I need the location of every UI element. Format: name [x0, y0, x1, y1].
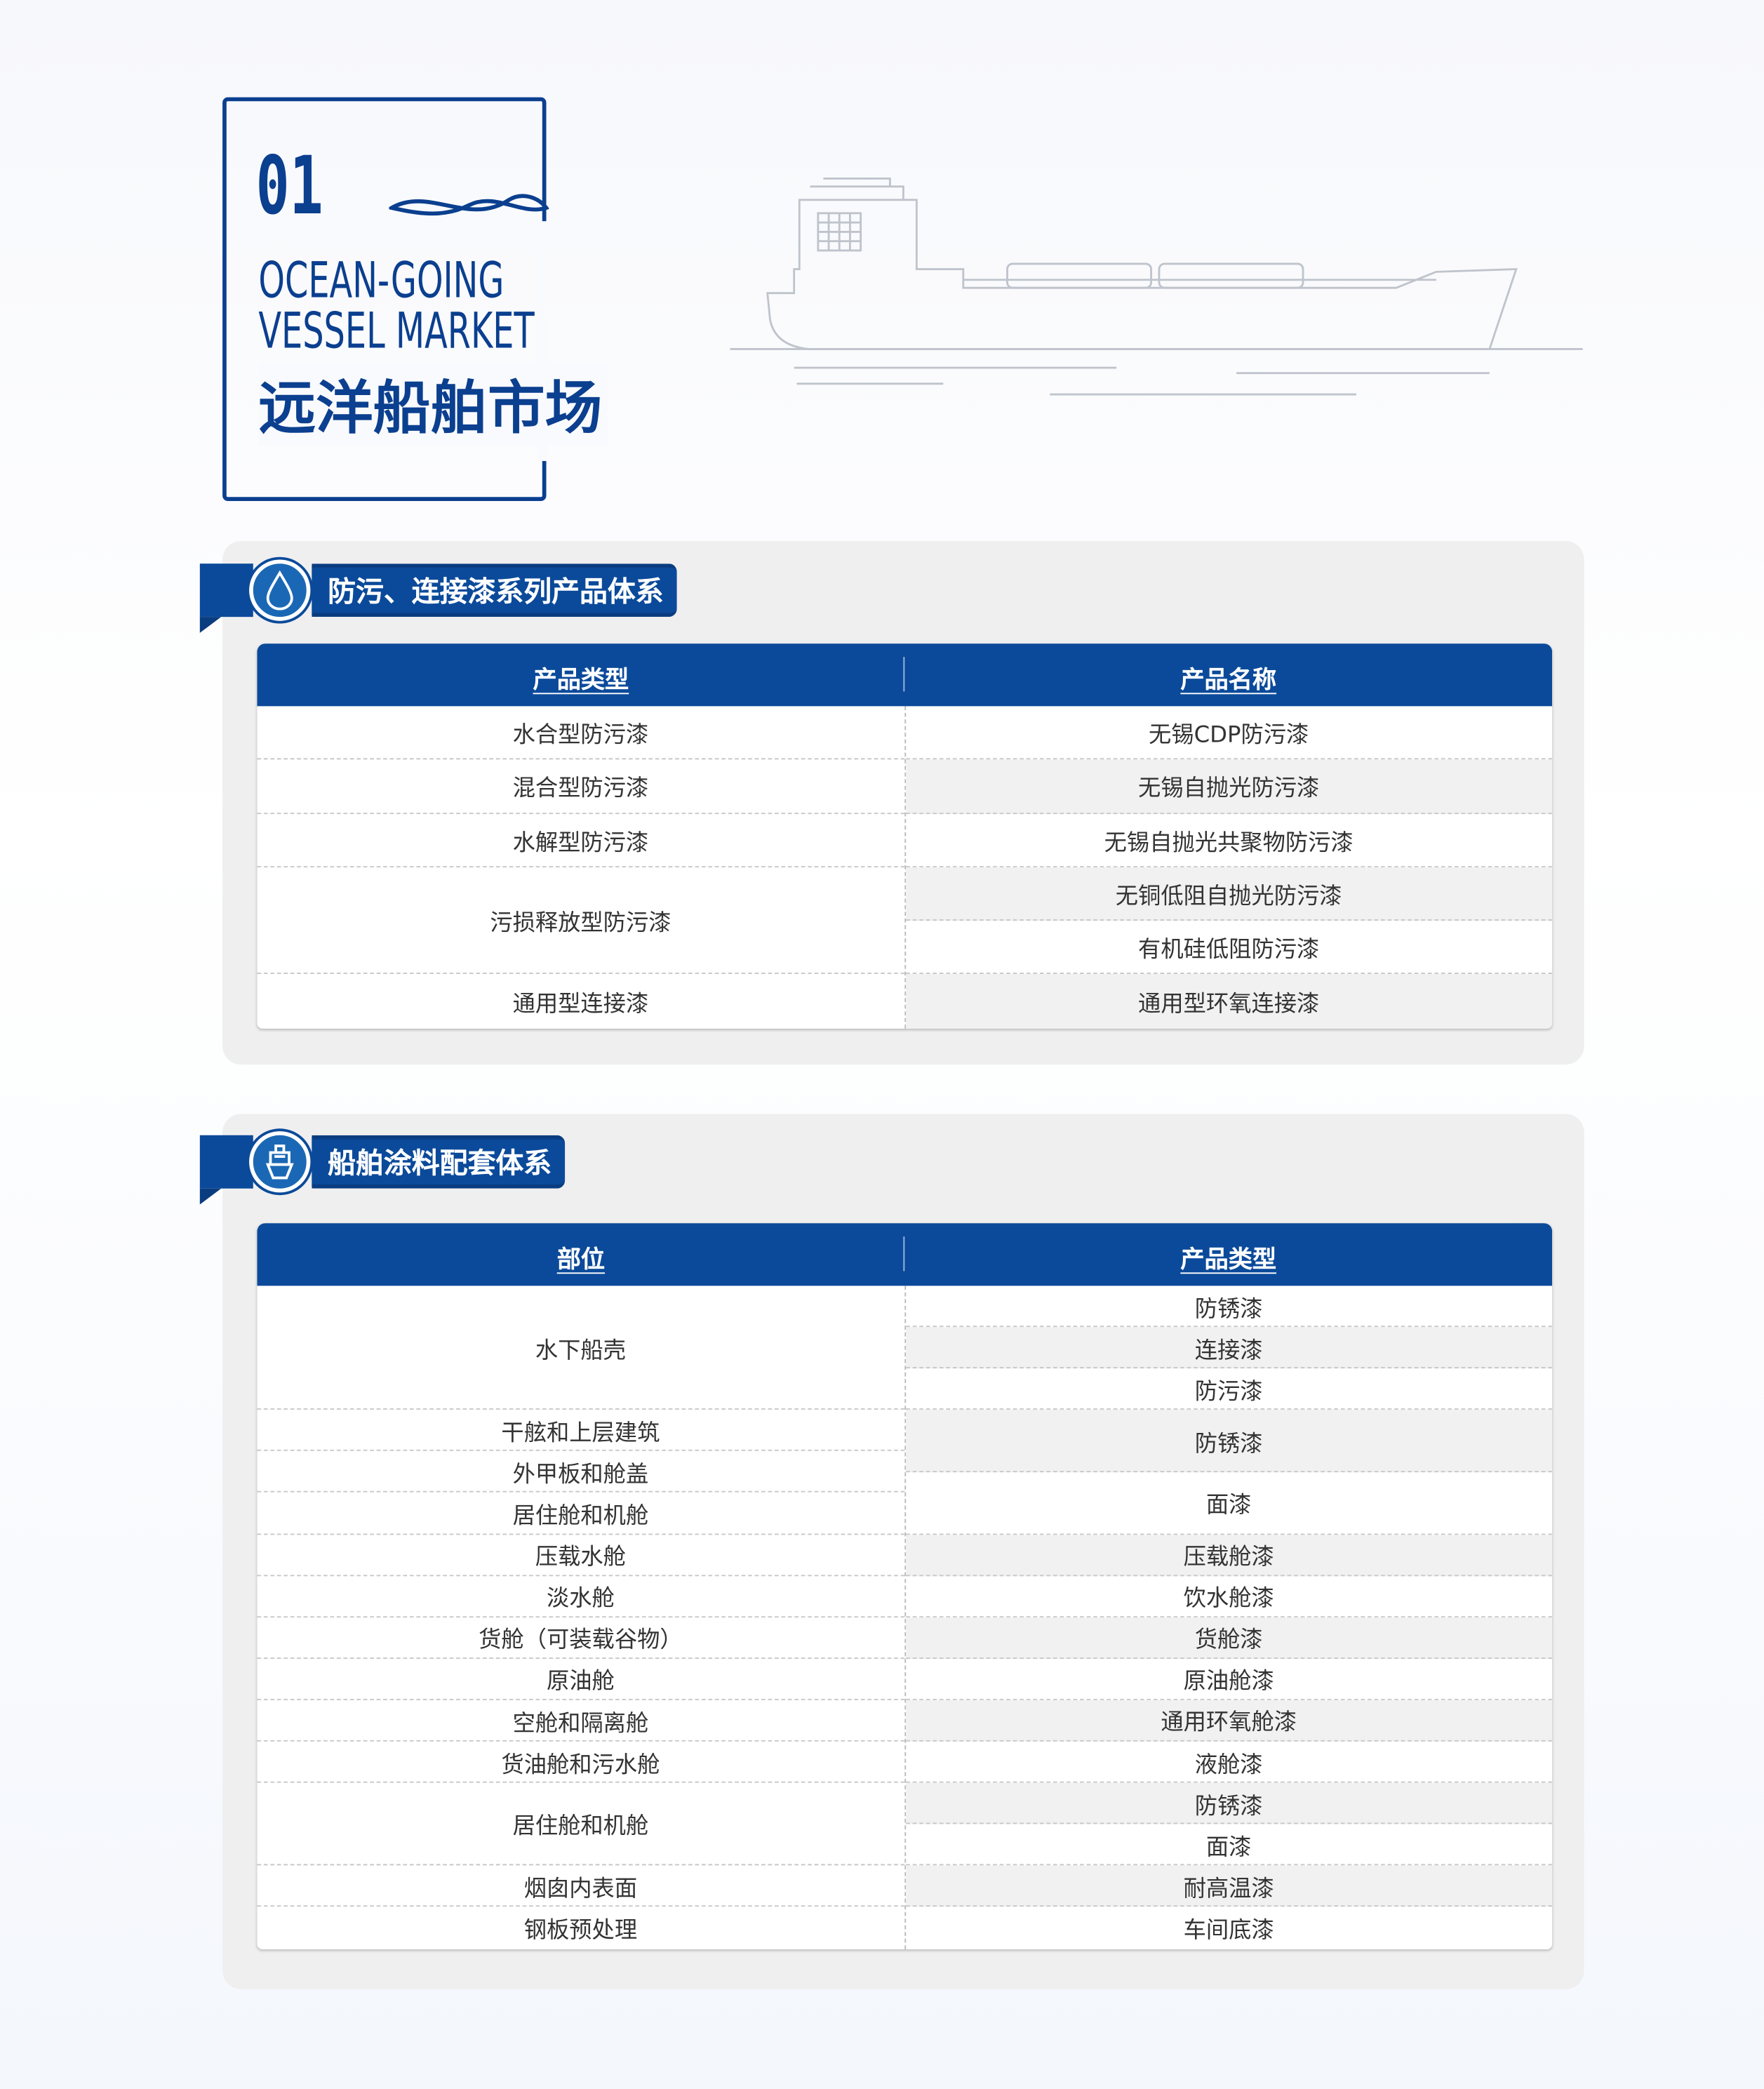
section-number: 01	[255, 140, 323, 234]
table-cell: 无铜低阻自抛光防污漆	[905, 867, 1553, 921]
column-header: 部位	[556, 1246, 606, 1274]
table-cell: 水解型防污漆	[257, 813, 904, 867]
table-cell: 饮水舱漆	[905, 1576, 1553, 1617]
table-cell: 外甲板和舱盖	[257, 1452, 904, 1493]
table-cell: 压载舱漆	[905, 1534, 1553, 1576]
table-cell: 无锡自抛光防污漆	[905, 759, 1553, 814]
table-cell: 液舱漆	[905, 1742, 1553, 1783]
table-cell: 通用型连接漆	[512, 991, 649, 1018]
table-cell: 无锡自抛光共聚物防污漆	[905, 813, 1553, 867]
table-cell: 烟囱内表面	[257, 1866, 904, 1907]
title-zh: 远洋船舶市场	[258, 362, 608, 446]
table-cell: 水合型防污漆	[257, 706, 904, 760]
table-cell: 货舱（可装载谷物）	[257, 1617, 904, 1659]
table-cell: 淡水舱	[257, 1576, 904, 1617]
table-cell: 空舱和隔离舱	[257, 1700, 904, 1742]
table-cell: 连接漆	[905, 1327, 1553, 1369]
table-cell: 居住舱和机舱	[257, 1783, 904, 1866]
table-cell: 原油舱	[257, 1659, 904, 1700]
table-cell: 耐高温漆	[905, 1865, 1553, 1907]
antifouling-product-table: 产品类型 产品名称 水合型防污漆 混合型防污漆 水解型防污漆 污损释放型防污漆通用型连接…	[257, 643, 1553, 1029]
title-en-line2: VESSEL MARKET	[258, 302, 535, 360]
table-cell: 车间底漆	[1183, 1918, 1274, 1945]
table-cell: 防污漆	[905, 1368, 1553, 1410]
table-cell: 防锈漆	[905, 1410, 1553, 1473]
table-cell: 面漆	[905, 1824, 1553, 1866]
table-cell: 原油舱漆	[905, 1659, 1553, 1700]
table-cell: 钢板预处理	[523, 1918, 638, 1945]
table-cell: 货舱漆	[905, 1617, 1553, 1659]
wave-icon	[389, 194, 549, 216]
table-cell: 防锈漆	[905, 1782, 1553, 1824]
table-cell: 混合型防污漆	[257, 760, 904, 814]
column-header: 产品名称	[1180, 666, 1277, 695]
coating-system-table: 部位 产品类型 水下船壳 干舷和上层建筑 外甲板和舱盖 居住舱和机舱 压载水舱 淡水舱 货舱（…	[257, 1223, 1553, 1949]
table-cell: 污损释放型防污漆	[257, 867, 904, 975]
table-cell: 防锈漆	[905, 1286, 1553, 1328]
ship-illustration	[730, 178, 1583, 396]
table-cell: 压载水舱	[257, 1535, 904, 1576]
table-cell: 水下船壳	[257, 1286, 904, 1410]
section-title: 防污、连接漆系列产品体系	[312, 563, 677, 618]
table-cell: 无锡CDP防污漆	[905, 706, 1553, 760]
table-cell: 有机硅低阻防污漆	[905, 921, 1553, 975]
table-cell: 通用型环氧连接漆	[905, 974, 1553, 1029]
table-cell: 货油舱和污水舱	[257, 1742, 904, 1783]
ship-icon	[249, 1131, 311, 1193]
table-cell: 面漆	[905, 1472, 1553, 1535]
title-en: OCEAN-GOING VESSEL MARKET	[258, 251, 535, 360]
table-cell: 居住舱和机舱	[257, 1493, 904, 1535]
table-cell: 干舷和上层建筑	[257, 1410, 904, 1452]
section-title: 船舶涂料配套体系	[312, 1135, 566, 1189]
water-drop-icon	[249, 559, 311, 621]
column-header: 产品类型	[533, 666, 629, 695]
column-header: 产品类型	[1180, 1246, 1277, 1274]
table-cell: 通用环氧舱漆	[905, 1700, 1553, 1742]
title-en-line1: OCEAN-GOING	[258, 251, 505, 309]
